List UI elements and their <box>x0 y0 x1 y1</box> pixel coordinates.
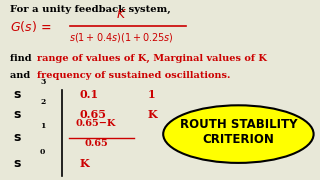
Text: 0.1: 0.1 <box>80 89 99 100</box>
Text: 0: 0 <box>40 148 45 156</box>
Text: find: find <box>10 54 35 63</box>
Text: 1: 1 <box>147 89 155 100</box>
Text: and: and <box>10 71 33 80</box>
Text: $\mathit{K}$: $\mathit{K}$ <box>116 8 127 21</box>
Text: K: K <box>147 109 157 120</box>
Text: $\mathbf{s}$: $\mathbf{s}$ <box>13 157 22 170</box>
Text: $s(1+0.4s)(1+0.25s)$: $s(1+0.4s)(1+0.25s)$ <box>69 31 174 44</box>
Text: ROUTH STABILITY
CRITERION: ROUTH STABILITY CRITERION <box>180 118 297 146</box>
Text: K: K <box>80 158 90 169</box>
Text: 1: 1 <box>40 122 45 130</box>
Text: $\mathit{G}(\mathit{s})$ =: $\mathit{G}(\mathit{s})$ = <box>10 19 51 34</box>
Text: range of values of K, Marginal values of K: range of values of K, Marginal values of… <box>37 54 267 63</box>
Text: 2: 2 <box>40 98 45 106</box>
Text: $\mathbf{s}$: $\mathbf{s}$ <box>13 88 22 101</box>
Text: $\mathbf{s}$: $\mathbf{s}$ <box>13 131 22 144</box>
Text: frequency of sustained oscillations.: frequency of sustained oscillations. <box>37 71 230 80</box>
Text: 3: 3 <box>40 78 45 86</box>
Text: 0.65: 0.65 <box>84 140 108 148</box>
Text: For a unity feedback system,: For a unity feedback system, <box>10 5 170 14</box>
Text: 0.65−K: 0.65−K <box>76 119 116 128</box>
Ellipse shape <box>163 105 314 163</box>
Text: 0.65: 0.65 <box>80 109 107 120</box>
Text: $\mathbf{s}$: $\mathbf{s}$ <box>13 108 22 121</box>
